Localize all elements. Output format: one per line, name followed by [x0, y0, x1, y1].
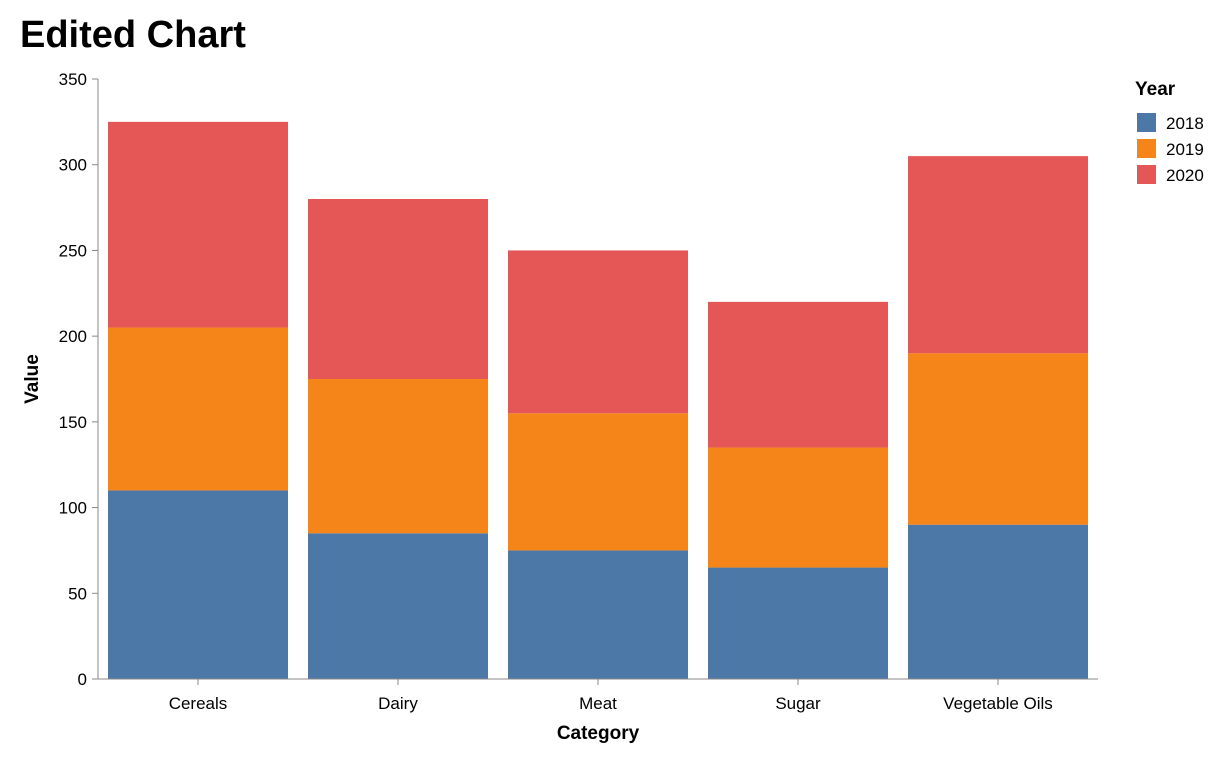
y-tick-label: 50: [68, 584, 87, 603]
legend-title: Year: [1135, 79, 1176, 100]
y-tick-label: 0: [78, 670, 87, 689]
y-tick-label: 200: [59, 327, 87, 346]
bar-dairy-2018: [308, 533, 488, 679]
bar-sugar-2018: [708, 567, 888, 679]
y-tick-label: 350: [59, 70, 87, 89]
bar-dairy-2019: [308, 379, 488, 534]
y-tick-label: 100: [59, 499, 87, 518]
x-tick-label: Meat: [579, 694, 617, 713]
legend-label-2020: 2020: [1166, 166, 1204, 185]
y-tick-label: 250: [59, 241, 87, 260]
legend-swatch-2018: [1137, 113, 1156, 132]
legend-label-2018: 2018: [1166, 114, 1204, 133]
x-tick-label: Dairy: [378, 694, 418, 713]
bar-vegetable-oils-2019: [908, 353, 1088, 525]
bar-cereals-2020: [108, 121, 288, 328]
bar-dairy-2020: [308, 199, 488, 379]
legend-swatch-2020: [1137, 165, 1156, 184]
legend-label-2019: 2019: [1166, 140, 1204, 159]
bar-meat-2020: [508, 250, 688, 414]
bars-group: [108, 121, 1088, 679]
bar-meat-2018: [508, 550, 688, 679]
x-tick-label: Sugar: [775, 694, 821, 713]
y-axis-title: Value: [22, 354, 43, 404]
bar-sugar-2019: [708, 447, 888, 568]
bar-cereals-2019: [108, 327, 288, 491]
bar-vegetable-oils-2018: [908, 524, 1088, 679]
bar-sugar-2020: [708, 301, 888, 448]
legend: Year 2018 2019 2020: [1135, 79, 1204, 185]
bar-vegetable-oils-2020: [908, 156, 1088, 354]
y-tick-label: 150: [59, 413, 87, 432]
x-axis: Cereals Dairy Meat Sugar Vegetable Oils: [98, 678, 1098, 713]
bar-meat-2019: [508, 413, 688, 551]
bar-cereals-2018: [108, 490, 288, 679]
x-tick-label: Vegetable Oils: [943, 694, 1053, 713]
chart-title: Edited Chart: [20, 14, 246, 56]
y-tick-label: 300: [59, 156, 87, 175]
x-axis-title: Category: [557, 723, 640, 744]
y-axis: 0 50 100 150 200 250 300 350: [59, 70, 99, 689]
legend-swatch-2019: [1137, 139, 1156, 158]
x-tick-label: Cereals: [169, 694, 228, 713]
